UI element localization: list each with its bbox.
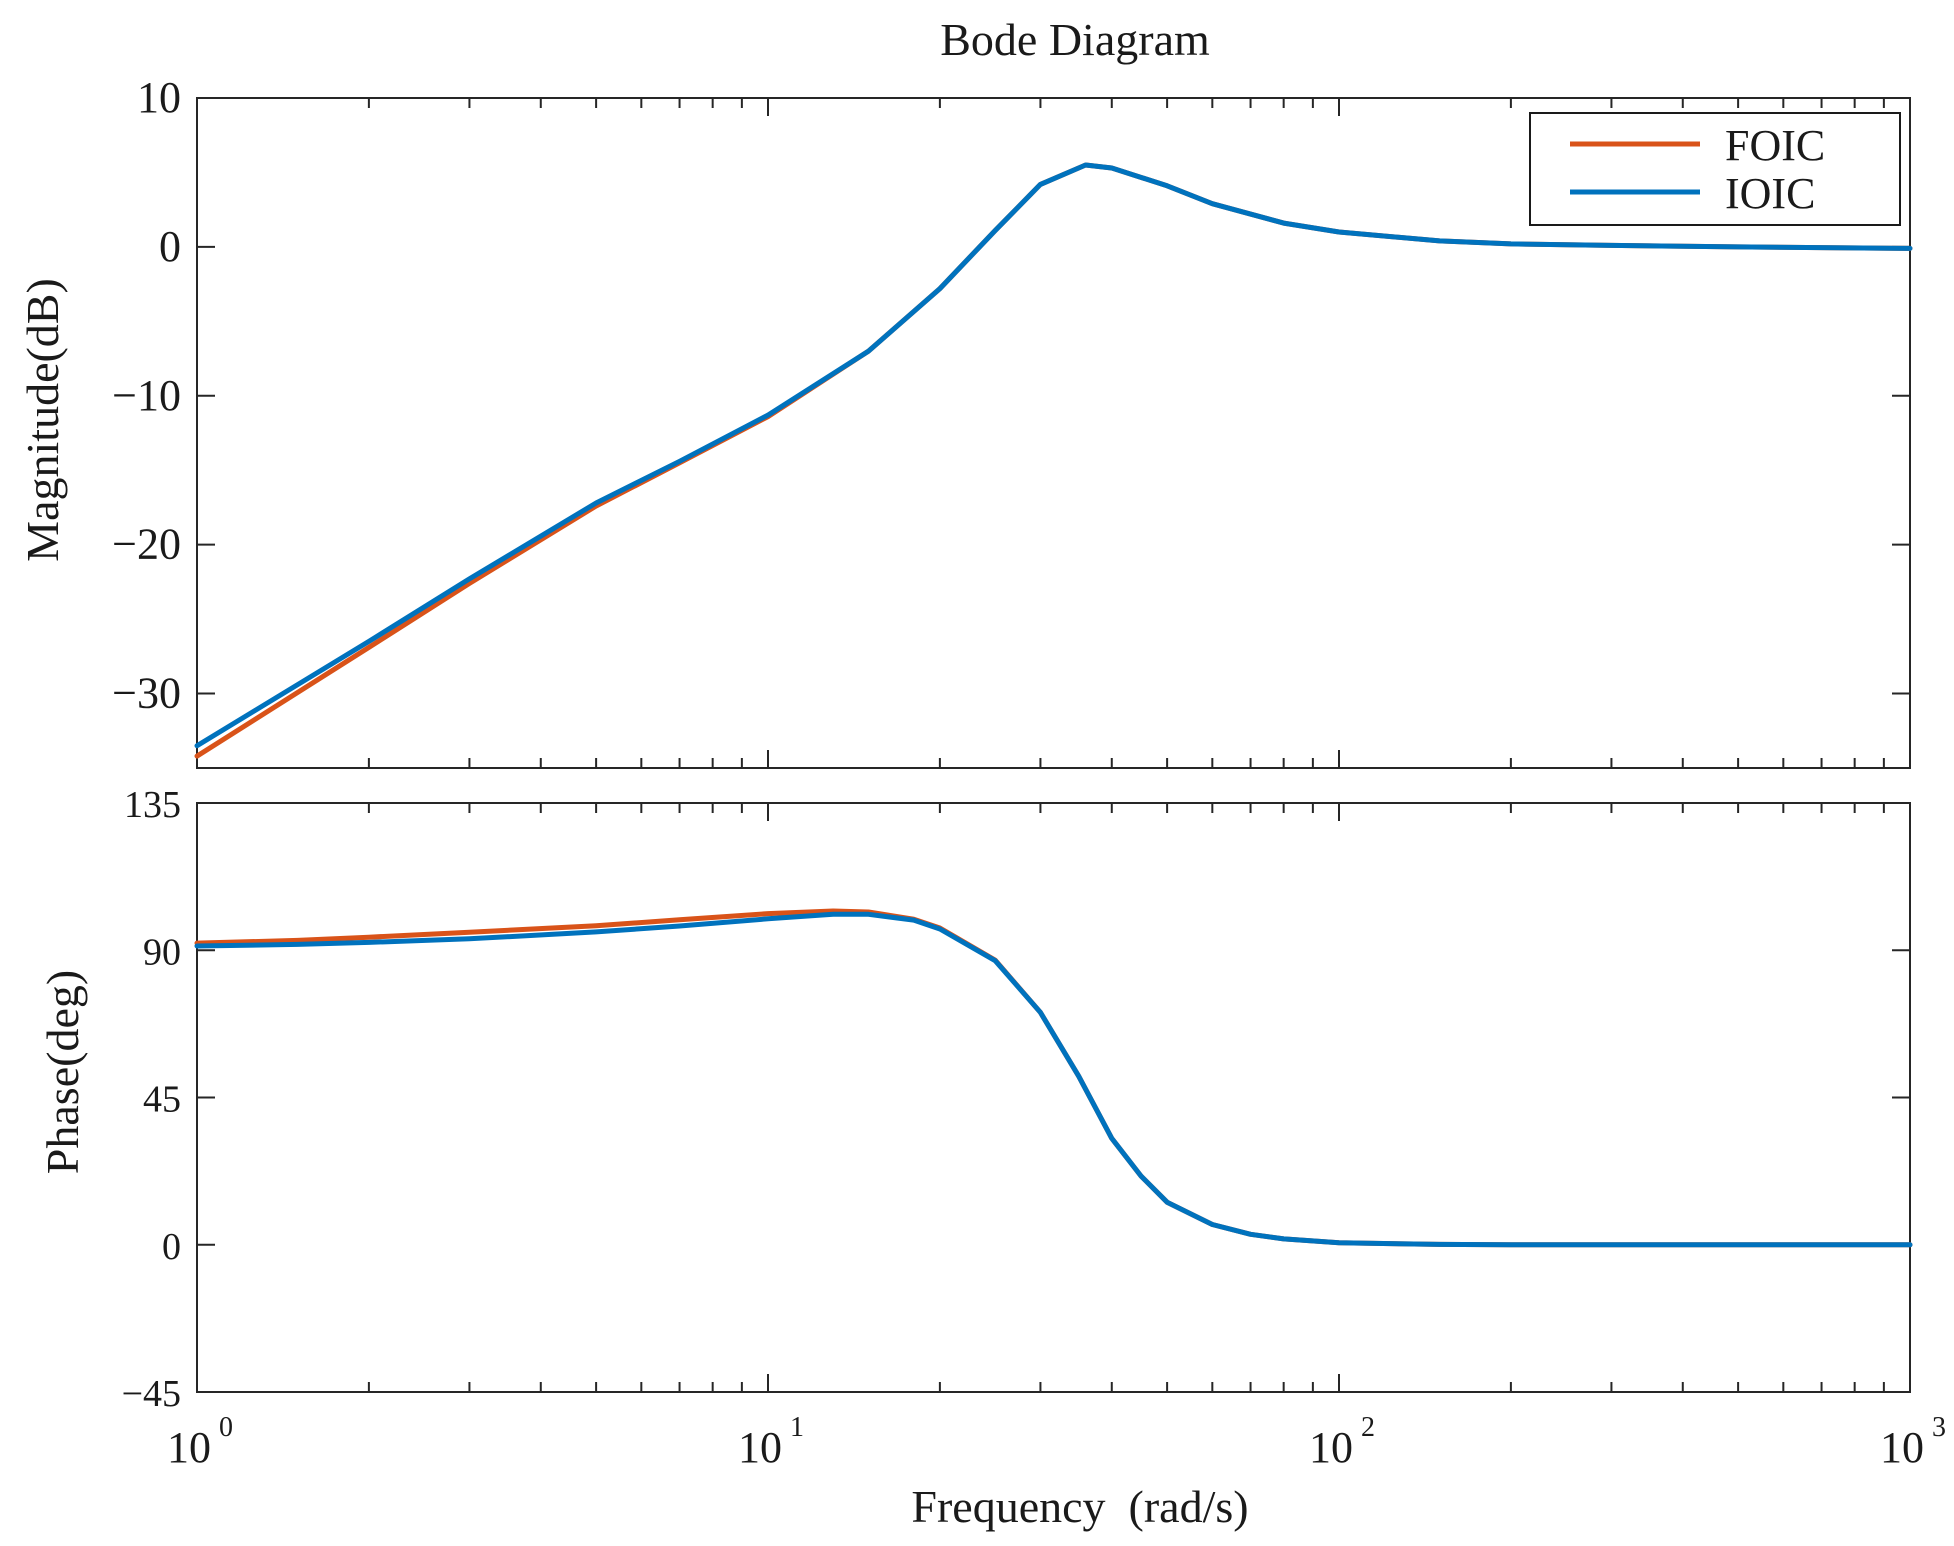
phase-y-axis-label: Phase(deg): [37, 970, 88, 1174]
x-tick-labels: 10 0 10 1 10 2 10 3: [167, 1412, 1946, 1472]
magnitude-y-tick-label: 10: [137, 73, 181, 122]
phase-y-tick-label: 135: [124, 784, 181, 826]
x-tick-label-base: 10: [1880, 1423, 1924, 1472]
x-tick-label-exponent: 1: [790, 1412, 804, 1443]
phase-panel: 135 90 45 0 −45: [122, 784, 1913, 1415]
phase-y-tick-label: 45: [143, 1079, 181, 1121]
magnitude-y-tick-label: 0: [159, 222, 181, 271]
legend-box: [1529, 112, 1901, 226]
x-tick-label-exponent: 3: [1932, 1412, 1946, 1443]
x-tick-label-base: 10: [1309, 1423, 1353, 1472]
legend-label-foic: FOIC: [1725, 121, 1825, 170]
x-tick-label-base: 10: [167, 1423, 211, 1472]
legend: FOIC IOIC: [1529, 112, 1901, 226]
x-tick-label-base: 10: [738, 1423, 782, 1472]
legend-label-ioic: IOIC: [1725, 169, 1815, 218]
magnitude-y-tick-label: −30: [112, 669, 181, 718]
x-tick-label-exponent: 0: [219, 1412, 233, 1443]
phase-series-ioic: [194, 911, 1913, 1248]
phase-y-tick-label: 0: [162, 1226, 181, 1268]
magnitude-y-tick-label: −10: [112, 371, 181, 420]
phase-y-tick-label: 90: [143, 931, 181, 973]
x-tick-label-exponent: 2: [1361, 1412, 1375, 1443]
magnitude-series-ioic: [194, 162, 1913, 749]
chart-title: Bode Diagram: [940, 14, 1210, 65]
magnitude-y-axis-label: Magnitude(dB): [17, 278, 68, 562]
phase-plot-frame: [196, 802, 1911, 1393]
x-axis-label: Frequency (rad/s): [911, 1481, 1248, 1532]
phase-y-tick-label: −45: [122, 1373, 181, 1415]
magnitude-y-tick-label: −20: [112, 520, 181, 569]
